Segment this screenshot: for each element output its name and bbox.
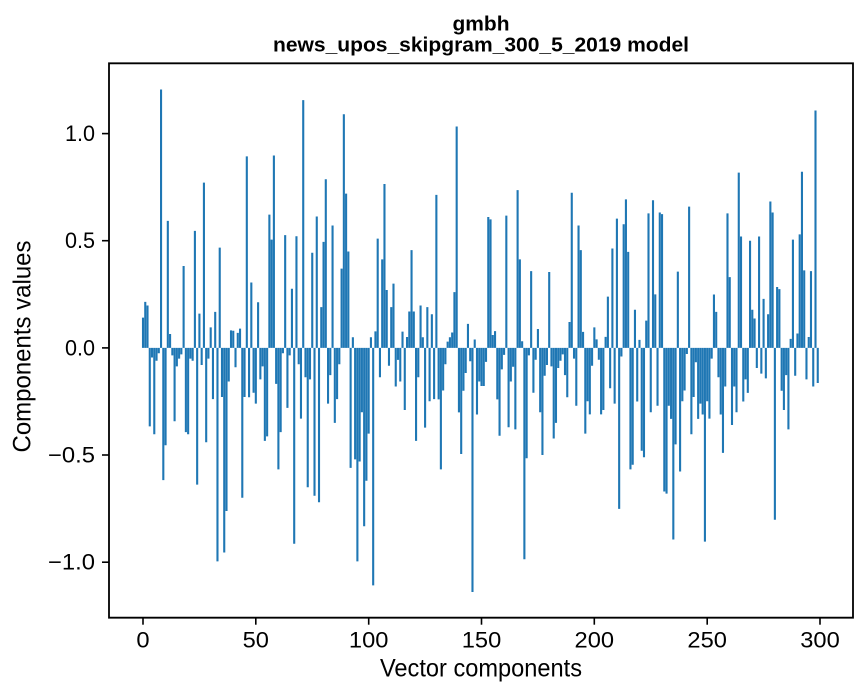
svg-text:0.0: 0.0 (65, 335, 95, 360)
svg-text:news_upos_skipgram_300_5_2019: news_upos_skipgram_300_5_2019 model (273, 34, 689, 56)
svg-text:gmbh: gmbh (453, 13, 510, 35)
svg-text:Vector components: Vector components (380, 655, 582, 683)
svg-text:−1.0: −1.0 (48, 550, 95, 575)
svg-text:300: 300 (800, 628, 840, 653)
svg-text:0.5: 0.5 (65, 228, 95, 253)
svg-text:0: 0 (136, 628, 149, 653)
svg-text:150: 150 (462, 628, 502, 653)
svg-text:Components values: Components values (8, 241, 36, 453)
svg-text:1.0: 1.0 (65, 121, 95, 146)
svg-text:−0.5: −0.5 (48, 442, 95, 467)
svg-text:250: 250 (687, 628, 727, 653)
svg-text:100: 100 (349, 628, 389, 653)
svg-text:50: 50 (243, 628, 269, 653)
svg-text:200: 200 (575, 628, 615, 653)
